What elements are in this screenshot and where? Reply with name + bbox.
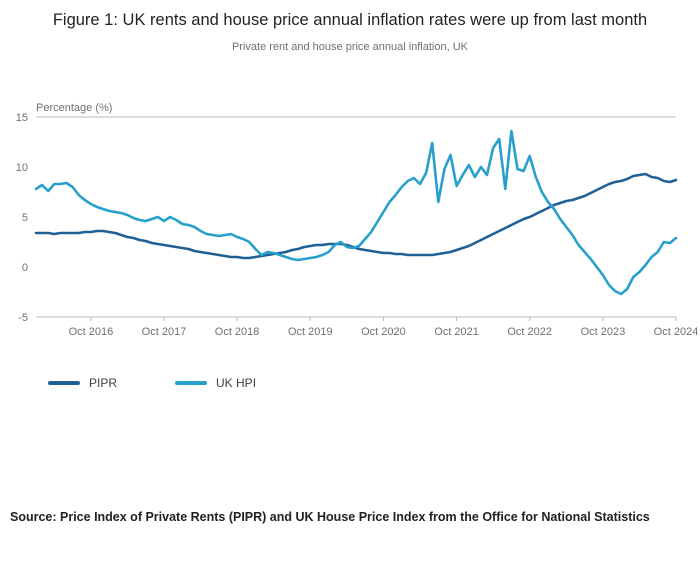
legend-label-uk-hpi: UK HPI [216,375,257,390]
line-chart[interactable]: Percentage (%) 15 10 5 0 -5 Oct 2016 Oct 2017 Oc… [0,101,700,341]
svg-text:15: 15 [16,112,28,124]
svg-text:10: 10 [16,162,28,174]
svg-text:Oct 2024: Oct 2024 [654,326,699,338]
svg-text:-5: -5 [18,312,28,324]
svg-text:Oct 2019: Oct 2019 [288,326,333,338]
chart-subtitle: Private rent and house price annual infl… [231,40,469,53]
svg-text:Percentage (%): Percentage (%) [36,102,112,114]
pipr-line-swatch [48,380,80,385]
svg-text:Oct 2017: Oct 2017 [142,326,187,338]
legend-label-pipr: PIPR [89,375,118,390]
legend-item-pipr[interactable]: PIPR [48,376,117,390]
chart-area: Percentage (%) 15 10 5 0 -5 Oct 2016 Oct 2017 Oc… [0,101,700,346]
svg-text:Oct 2021: Oct 2021 [434,326,479,338]
svg-text:Oct 2016: Oct 2016 [69,326,114,338]
source-note: Source: Price Index of Private Rents (PI… [10,510,650,524]
svg-text:Oct 2020: Oct 2020 [361,326,406,338]
uk-hpi-line-swatch [175,380,208,385]
legend-item-uk-hpi[interactable]: UK HPI [175,376,256,390]
svg-text:0: 0 [22,262,28,274]
svg-text:Oct 2023: Oct 2023 [581,326,626,338]
svg-text:Oct 2022: Oct 2022 [507,326,552,338]
svg-text:Oct 2018: Oct 2018 [215,326,260,338]
chart-title: Figure 1: UK rents and house price annua… [52,11,648,29]
chart-legend: PIPR UK HPI [48,376,700,390]
svg-text:5: 5 [22,212,28,224]
